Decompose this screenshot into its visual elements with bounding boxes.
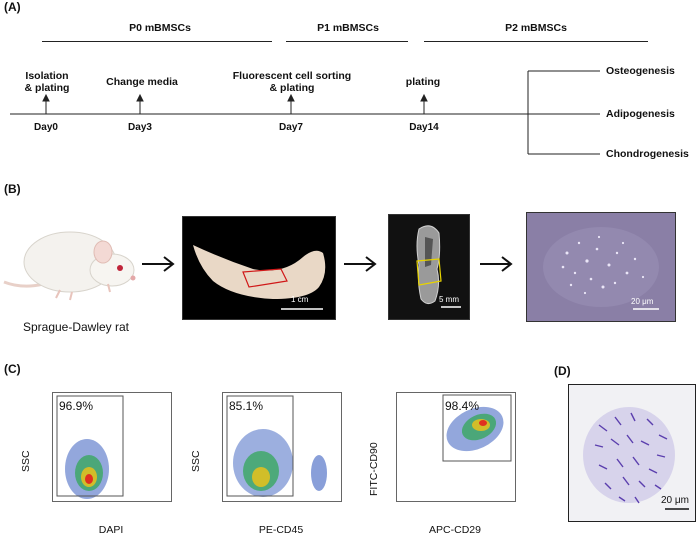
arrow-day14 <box>420 93 428 114</box>
panel-a-label: (A) <box>4 0 21 14</box>
day14-label: Day14 <box>409 122 439 133</box>
panel-c-label: (C) <box>4 362 21 376</box>
event-change-media-line1: Change media <box>106 76 178 88</box>
flow-plot-cd45: 85.1% <box>222 392 342 502</box>
flow-arrow-2 <box>344 256 377 272</box>
ylabel-plot2: SSC <box>190 450 202 472</box>
stage-bar-p1 <box>286 41 408 42</box>
culture-scale-label: 20 μm <box>631 297 654 306</box>
xlabel-plot3: APC-CD29 <box>429 524 481 536</box>
stage-bar-p0 <box>42 41 272 42</box>
fate-osteogenesis: Osteogenesis <box>606 65 675 77</box>
culture-photo: 20 μm <box>526 212 676 322</box>
flow-arrow-1 <box>142 256 175 272</box>
fate-chondrogenesis: Chondrogenesis <box>606 148 689 160</box>
culture-cells <box>543 227 659 310</box>
day3-label: Day3 <box>128 122 152 133</box>
event-isolation: Isolation & plating <box>4 70 90 94</box>
crystal-violet-photo: 20 μm <box>568 384 696 522</box>
flow-plot-cd45-density <box>226 395 327 497</box>
fate-adipogenesis: Adipogenesis <box>606 108 675 120</box>
rat-caption: Sprague-Dawley rat <box>22 320 130 334</box>
microct-photo: 5 mm <box>388 214 470 320</box>
event-sorting-line2: & plating <box>269 82 315 94</box>
microct-scale-label: 5 mm <box>439 295 459 304</box>
flow-plot-dapi-density <box>56 395 124 499</box>
percent-dapi: 96.9% <box>59 399 94 413</box>
arrow-day7 <box>287 93 295 114</box>
panel-d-label: (D) <box>554 364 571 378</box>
mandible-shape <box>193 245 326 310</box>
ylabel-plot3: FITC-CD90 <box>368 442 380 496</box>
ylabel-plot1: SSC <box>20 450 32 472</box>
flow-plot-cd29: 98.4% <box>396 392 516 502</box>
panel-b-label: (B) <box>4 182 21 196</box>
stage-label-p1: P1 mBMSCs <box>317 22 379 34</box>
stage-label-p2: P2 mBMSCs <box>505 22 567 34</box>
differentiation-bracket <box>527 70 600 155</box>
xlabel-plot1: DAPI <box>98 524 124 536</box>
mandible-photo: 1 cm <box>182 216 336 320</box>
flow-plot-cd29-density <box>442 394 512 462</box>
arrow-day3 <box>136 93 144 114</box>
timeline <box>10 70 600 155</box>
rat-image <box>3 231 136 301</box>
crystal-violet-colony <box>583 407 689 510</box>
percent-cd45: 85.1% <box>229 399 264 413</box>
stage-label-p0: P0 mBMSCs <box>129 22 191 34</box>
microct-shape <box>416 225 461 308</box>
arrow-day0 <box>42 93 50 114</box>
crystal-scale-label: 20 μm <box>661 495 689 506</box>
xlabel-plot2: PE-CD45 <box>258 524 304 536</box>
flow-plot-dapi: 96.9% <box>52 392 172 502</box>
event-plating: plating <box>388 76 458 88</box>
percent-cd29: 98.4% <box>445 399 480 413</box>
flow-arrow-3 <box>480 256 513 272</box>
event-sorting: Fluorescent cell sorting & plating <box>212 70 372 94</box>
stage-bar-p2 <box>424 41 648 42</box>
event-plating-line1: plating <box>405 76 441 88</box>
day0-label: Day0 <box>34 122 58 133</box>
event-isolation-line2: & plating <box>24 82 70 94</box>
day7-label: Day7 <box>279 122 303 133</box>
event-sorting-line1: Fluorescent cell sorting <box>232 70 352 82</box>
event-isolation-line1: Isolation <box>25 70 69 82</box>
event-change-media: Change media <box>92 76 192 88</box>
mandible-scale-label: 1 cm <box>291 295 309 304</box>
